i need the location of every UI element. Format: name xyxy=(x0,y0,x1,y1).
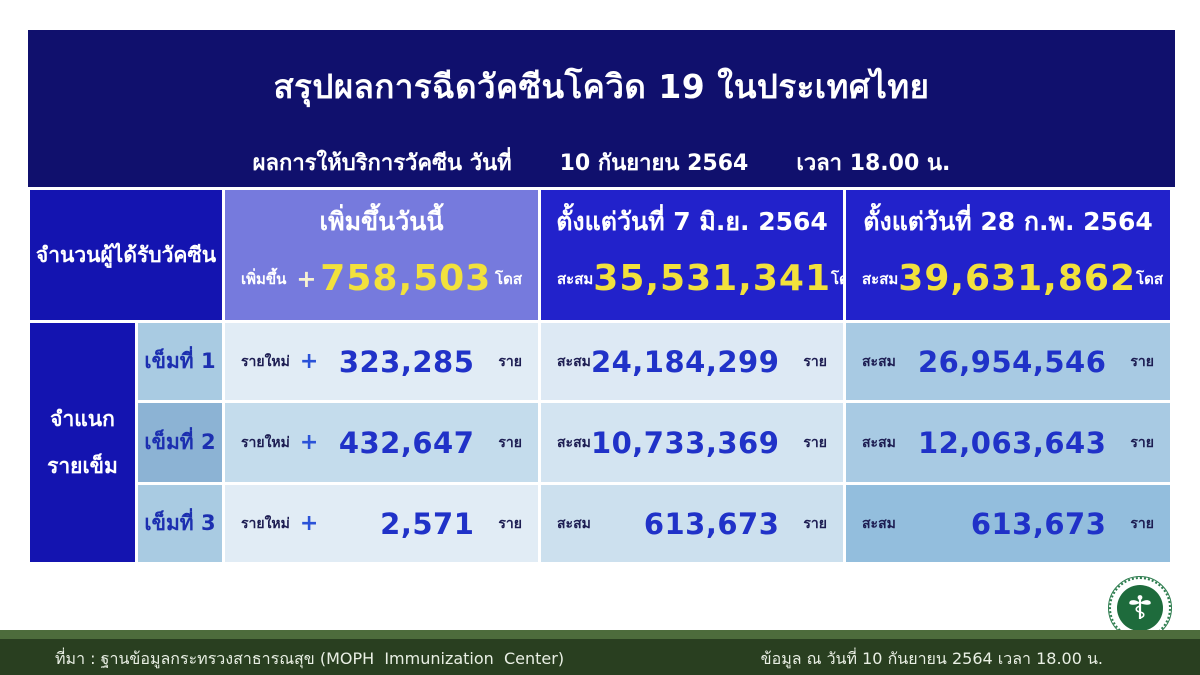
unit-label: ราย xyxy=(1130,515,1154,532)
total-unit-since-feb: โดส xyxy=(1136,269,1163,288)
caduceus-icon xyxy=(1129,595,1151,619)
moph-seal-icon xyxy=(1108,576,1172,640)
cum-label: สะสม xyxy=(862,434,896,451)
unit-label: ราย xyxy=(498,515,522,532)
title-banner: สรุปผลการฉีดวัคซีนโควิด 19 ในประเทศไทย ผ… xyxy=(28,30,1175,187)
dose-3-label: เข็มที่ 3 xyxy=(138,485,222,562)
dose-1-cum-feb-value: 26,954,546 xyxy=(917,344,1107,379)
subtitle-label: ผลการให้บริการวัคซีน วันที่ xyxy=(252,151,512,176)
dose-1-cum-jun-value: 24,184,299 xyxy=(590,344,780,379)
cum-label: สะสม xyxy=(557,434,591,451)
total-label-since-jun: สะสม xyxy=(557,269,594,288)
unit-label: ราย xyxy=(1130,353,1154,370)
seal-ring xyxy=(1109,577,1171,639)
new-label: รายใหม่ xyxy=(241,515,290,532)
cum-label: สะสม xyxy=(557,515,591,532)
dose-1-cum-jun-cell: สะสม 24,184,299 ราย xyxy=(541,323,843,400)
dose-3-new-cell: รายใหม่ + 2,571 ราย xyxy=(225,485,538,562)
dose-3-cum-feb-value: 613,673 xyxy=(970,506,1107,541)
plus-sign: + xyxy=(299,511,319,536)
unit-label: ราย xyxy=(803,434,827,451)
seal-core xyxy=(1117,585,1163,631)
total-cell-since-jun: ตั้งแต่วันที่ 7 มิ.ย. 2564 สะสม 35,531,3… xyxy=(541,190,858,320)
dose-1-cum-feb-cell: สะสม 26,954,546 ราย xyxy=(846,323,1170,400)
dose-2-new-value: 432,647 xyxy=(338,425,475,460)
dose-2-label: เข็มที่ 2 xyxy=(138,403,222,482)
column-header-today: เพิ่มขึ้นวันนี้ xyxy=(319,207,444,236)
dose-1-label: เข็มที่ 1 xyxy=(138,323,222,400)
dose-1-new-value: 323,285 xyxy=(338,344,475,379)
new-label: รายใหม่ xyxy=(241,353,290,370)
total-line-since-jun: สะสม 35,531,341 โดส xyxy=(541,258,858,299)
cum-label: สะสม xyxy=(862,515,896,532)
row-group-header: จำแนก รายเข็ม xyxy=(30,323,135,562)
unit-label: ราย xyxy=(803,515,827,532)
dose-2-new-cell: รายใหม่ + 432,647 ราย xyxy=(225,403,538,482)
subtitle-date: 10 กันยายน 2564 xyxy=(559,151,749,176)
unit-label: ราย xyxy=(803,353,827,370)
footer-bar: ที่มา : ฐานข้อมูลกระทรวงสาธารณสุข (MOPH … xyxy=(0,639,1200,675)
dose-3-cum-jun-value: 613,673 xyxy=(643,506,780,541)
dose-2-cum-feb-value: 12,063,643 xyxy=(917,425,1107,460)
plus-sign: + xyxy=(299,430,319,455)
unit-label: ราย xyxy=(1130,434,1154,451)
unit-label: ราย xyxy=(498,434,522,451)
row-group-line1: จำแนก xyxy=(50,406,115,431)
subtitle: ผลการให้บริการวัคซีน วันที่ 10 กันยายน 2… xyxy=(28,145,1175,180)
total-line-today: เพิ่มขึ้น + 758,503 โดส xyxy=(225,258,538,299)
plus-sign: + xyxy=(296,264,317,293)
plus-sign: + xyxy=(299,349,319,374)
cum-label: สะสม xyxy=(557,353,591,370)
new-label: รายใหม่ xyxy=(241,434,290,451)
cum-label: สะสม xyxy=(862,353,896,370)
dose-1-new-cell: รายใหม่ + 323,285 ราย xyxy=(225,323,538,400)
total-label-today: เพิ่มขึ้น xyxy=(241,269,287,288)
total-value-since-feb: 39,631,862 xyxy=(898,258,1137,299)
footer-asof: ข้อมูล ณ วันที่ 10 กันยายน 2564 เวลา 18.… xyxy=(760,649,1103,668)
page-title: สรุปผลการฉีดวัคซีนโควิด 19 ในประเทศไทย xyxy=(273,67,930,106)
total-line-since-feb: สะสม 39,631,862 โดส xyxy=(846,258,1170,299)
dose-2-cum-jun-cell: สะสม 10,733,369 ราย xyxy=(541,403,843,482)
unit-label: ราย xyxy=(498,353,522,370)
total-value-since-jun: 35,531,341 xyxy=(593,258,832,299)
total-cell-since-feb: ตั้งแต่วันที่ 28 ก.พ. 2564 สะสม 39,631,8… xyxy=(846,190,1170,320)
dose-2-cum-jun-value: 10,733,369 xyxy=(590,425,780,460)
footer-accent-strip xyxy=(0,630,1200,639)
footer-source: ที่มา : ฐานข้อมูลกระทรวงสาธารณสุข (MOPH … xyxy=(55,649,565,668)
dose-2-cum-feb-cell: สะสม 12,063,643 ราย xyxy=(846,403,1170,482)
row-header-total: จำนวนผู้ได้รับวัคซีน xyxy=(30,190,222,320)
row-group-line2: รายเข็ม xyxy=(47,453,118,478)
column-header-since-feb: ตั้งแต่วันที่ 28 ก.พ. 2564 xyxy=(863,207,1153,236)
subtitle-time: เวลา 18.00 น. xyxy=(796,151,951,176)
dose-3-cum-feb-cell: สะสม 613,673 ราย xyxy=(846,485,1170,562)
total-label-since-feb: สะสม xyxy=(862,269,899,288)
dose-3-cum-jun-cell: สะสม 613,673 ราย xyxy=(541,485,843,562)
total-unit-today: โดส xyxy=(495,269,522,288)
total-cell-today: เพิ่มขึ้นวันนี้ เพิ่มขึ้น + 758,503 โดส xyxy=(225,190,538,320)
total-value-today: 758,503 xyxy=(320,258,492,299)
column-header-since-jun: ตั้งแต่วันที่ 7 มิ.ย. 2564 xyxy=(556,207,828,236)
dose-3-new-value: 2,571 xyxy=(380,506,475,541)
